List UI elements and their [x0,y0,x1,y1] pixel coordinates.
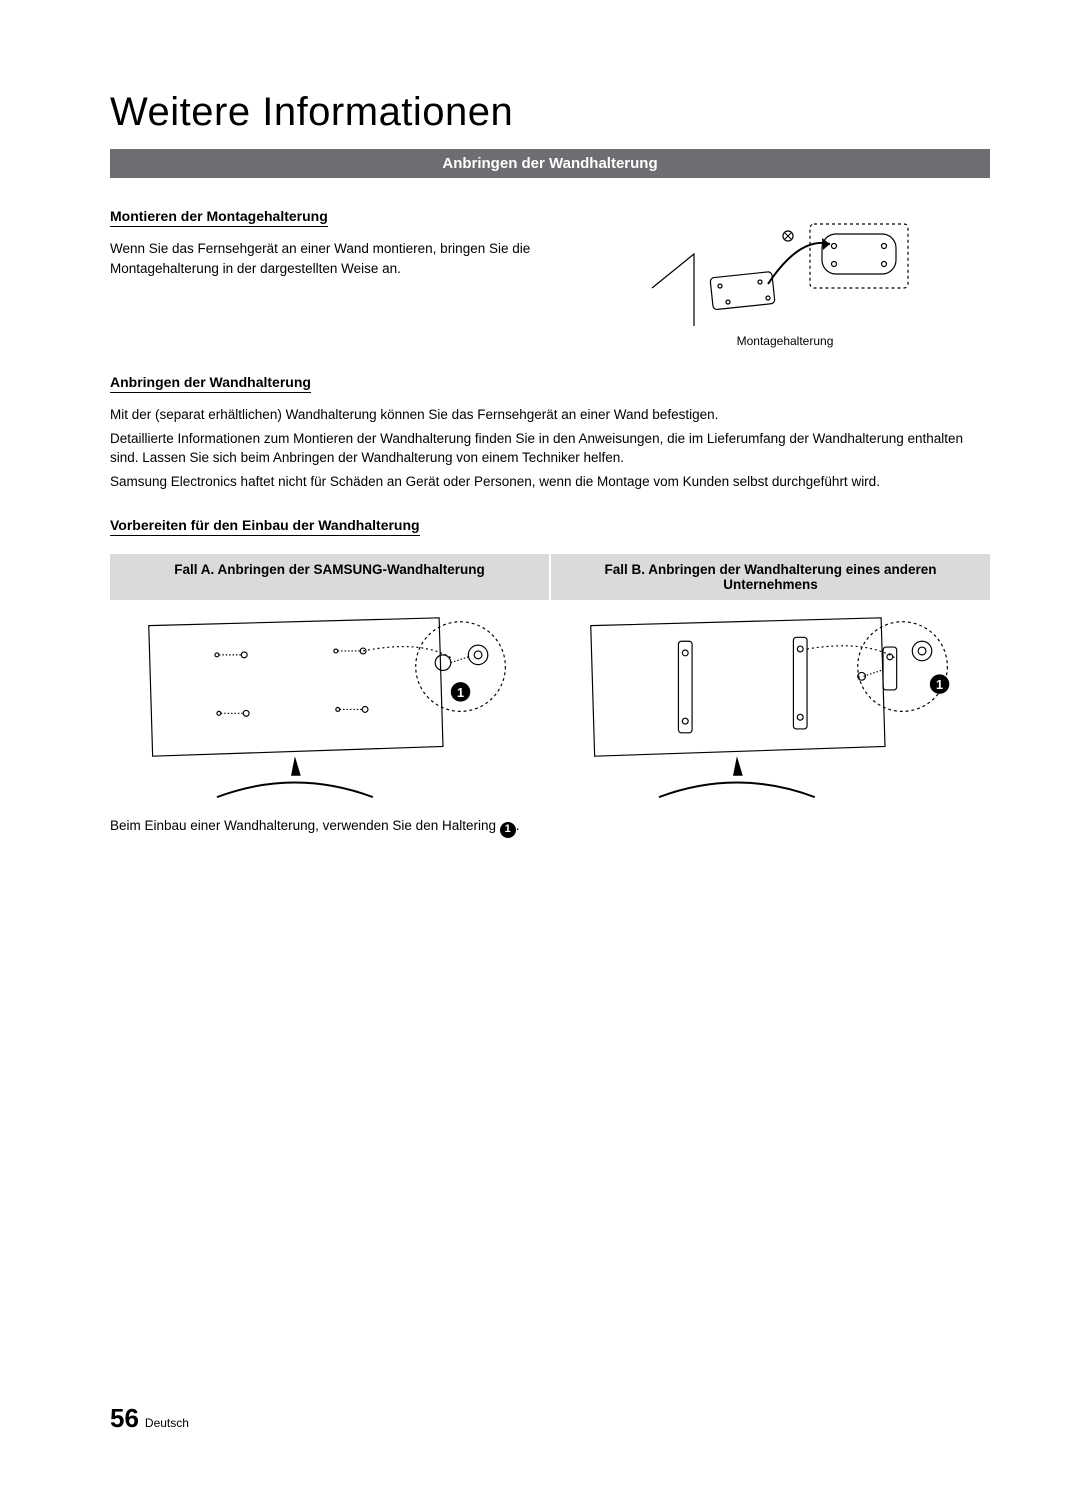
subheading-3: Vorbereiten für den Einbau der Wandhalte… [110,517,420,536]
prepare-block: Vorbereiten für den Einbau der Wandhalte… [110,507,990,544]
case-b-header: Fall B. Anbringen der Wandhalterung eine… [551,554,990,600]
tv-illustration-a: 1 [124,612,534,802]
holder-note-post: . [516,818,520,833]
bracket-figure-label: Montagehalterung [737,334,834,348]
subheading-1: Montieren der Montagehalterung [110,208,328,227]
svg-text:1: 1 [936,678,943,692]
case-header-row: Fall A. Anbringen der SAMSUNG-Wandhalter… [110,554,990,600]
holder-note-pre: Beim Einbau einer Wandhalterung, verwend… [110,818,500,833]
mounting-bracket-text: Montieren der Montagehalterung Wenn Sie … [110,198,550,282]
page-language: Deutsch [145,1416,189,1430]
mounting-bracket-block: Montieren der Montagehalterung Wenn Sie … [110,198,990,348]
subheading-2: Anbringen der Wandhalterung [110,374,311,393]
manual-page: Weitere Informationen Anbringen der Wand… [0,0,1080,1494]
case-figures-row: 1 [110,606,990,802]
svg-text:1: 1 [457,686,464,700]
bracket-illustration [650,198,920,328]
mounting-bracket-figure: Montagehalterung [580,198,990,348]
page-title: Weitere Informationen [110,90,990,135]
page-number: 56 [110,1403,139,1434]
section-heading-bar: Anbringen der Wandhalterung [110,149,990,178]
holder-note: Beim Einbau einer Wandhalterung, verwend… [110,816,990,838]
case-b-figure: 1 [552,606,990,802]
page-footer: 56 Deutsch [110,1403,189,1434]
sub2-p2: Detaillierte Informationen zum Montieren… [110,429,990,468]
sub2-p1: Mit der (separat erhältlichen) Wandhalte… [110,405,990,425]
callout-badge: 1 [500,822,516,838]
tv-illustration-b: 1 [566,612,976,802]
wall-mount-block: Anbringen der Wandhalterung Mit der (sep… [110,364,990,491]
case-a-header: Fall A. Anbringen der SAMSUNG-Wandhalter… [110,554,551,600]
sub2-p3: Samsung Electronics haftet nicht für Sch… [110,472,990,492]
case-a-figure: 1 [110,606,548,802]
subheading-1-body: Wenn Sie das Fernsehgerät an einer Wand … [110,239,550,278]
